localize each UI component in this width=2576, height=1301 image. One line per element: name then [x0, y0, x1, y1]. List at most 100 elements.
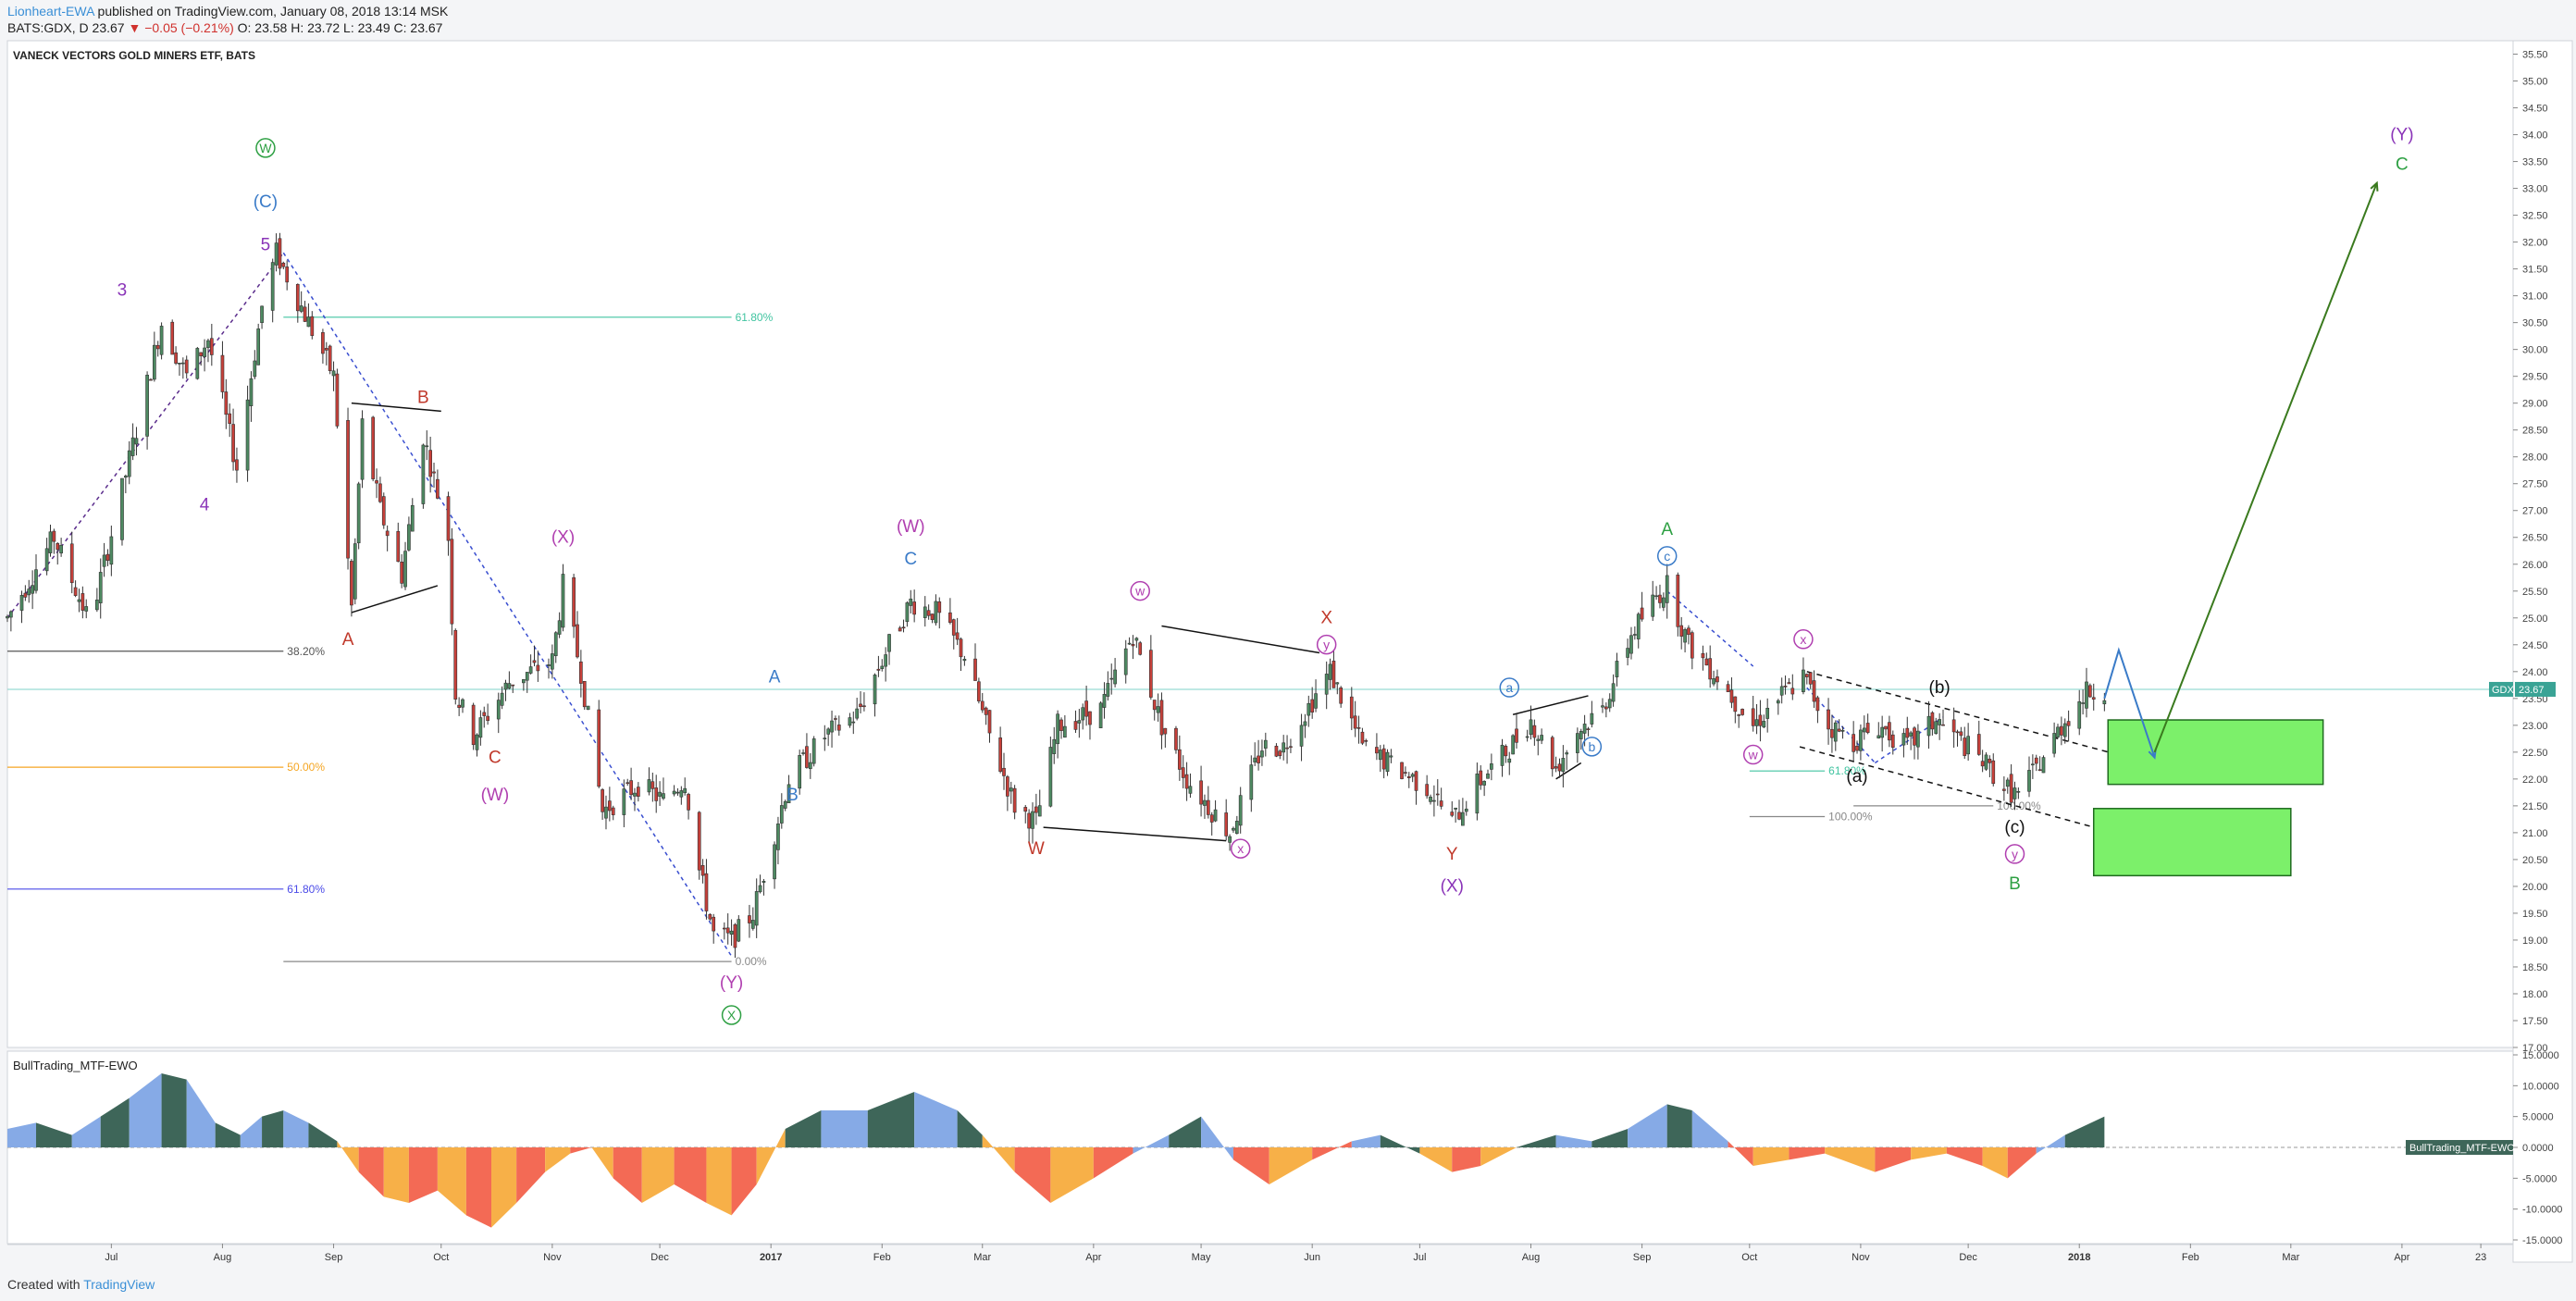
tradingview-link[interactable]: TradingView	[83, 1277, 155, 1292]
candle-body	[2005, 779, 2010, 787]
osc-bar	[2007, 1147, 2037, 1179]
candle-body	[611, 807, 615, 815]
candle-body	[855, 708, 860, 719]
candle-body	[553, 632, 558, 657]
candle-body	[522, 679, 526, 684]
candle-body	[1855, 745, 1859, 751]
candle-body	[662, 793, 665, 799]
candle-body	[1439, 800, 1443, 807]
wave-label: (Y)	[720, 973, 743, 993]
candle-body	[1360, 731, 1365, 744]
candle-body	[328, 345, 332, 371]
candle-body	[1930, 712, 1935, 730]
osc-bar	[2064, 1116, 2105, 1147]
candle-body	[507, 683, 512, 689]
candle-body	[1511, 735, 1515, 755]
candle-body	[482, 712, 487, 716]
candle-body	[1582, 724, 1587, 734]
fib-label: 61.80%	[736, 311, 774, 324]
candle-body	[1285, 747, 1289, 750]
candle-body	[1059, 719, 1063, 731]
fib-label: 50.00%	[287, 761, 325, 774]
wave-label: B	[786, 786, 799, 805]
candle-body	[1148, 650, 1153, 698]
osc-tick-label: -10.0000	[2522, 1205, 2562, 1216]
candle-body	[396, 530, 401, 563]
osc-tick-label: 5.0000	[2522, 1112, 2554, 1123]
candle-body	[285, 266, 290, 283]
wave-label: W	[1028, 839, 1045, 859]
candle-body	[1450, 812, 1455, 816]
candle-body	[1034, 806, 1038, 813]
price-tick-label: 31.50	[2522, 265, 2548, 276]
price-tick-label: 21.00	[2522, 828, 2548, 839]
candle-body	[729, 930, 734, 935]
candle-body	[1827, 709, 1830, 730]
candle-body	[1482, 781, 1486, 786]
candle-body	[1335, 682, 1340, 685]
candle-body	[1138, 642, 1143, 655]
chart-title: VANECK VECTORS GOLD MINERS ETF, BATS	[13, 49, 255, 62]
candle-body	[1815, 697, 1820, 712]
candle-body	[1109, 677, 1114, 680]
candle-body	[779, 805, 784, 824]
osc-tag: BullTrading_MTF-EWO	[2409, 1143, 2515, 1154]
price-tick-label: 22.50	[2522, 748, 2548, 759]
candle-body	[1228, 836, 1232, 843]
wave-label: C	[904, 550, 917, 569]
candle-body	[2088, 685, 2092, 698]
wave-circle	[1581, 737, 1603, 757]
author-link[interactable]: Lionheart-EWA	[7, 4, 94, 19]
osc-tick-label: 10.0000	[2522, 1081, 2559, 1092]
chart-axes: 35.50 35.00 34.50 34.00 33.50 33.00 32.50 32.00…	[105, 50, 2562, 1263]
candle-body	[1009, 787, 1013, 792]
time-tick-label: Dec	[1959, 1252, 1977, 1263]
osc-bar	[591, 1147, 613, 1179]
candle-body	[1486, 773, 1490, 779]
candle-body	[231, 424, 235, 463]
candle-body	[1002, 767, 1006, 776]
candle-body	[633, 792, 637, 797]
candle-body	[1077, 720, 1082, 724]
last-price-tag-bg	[2515, 681, 2556, 697]
candle-body	[1213, 809, 1218, 822]
candle-body	[629, 780, 633, 796]
wave-circle	[1130, 580, 1150, 601]
osc-bar	[383, 1147, 409, 1203]
candle-body	[826, 728, 831, 735]
candle-body	[1715, 676, 1719, 683]
candle-body	[597, 709, 601, 787]
candle-body	[1404, 772, 1407, 774]
time-tick-label: Apr	[1085, 1252, 1101, 1263]
candle-body	[2062, 723, 2067, 737]
candle-body	[457, 704, 461, 708]
candle-body	[224, 391, 229, 415]
candle-body	[1307, 702, 1311, 716]
candle-body	[152, 344, 156, 380]
candle-body	[2009, 774, 2013, 803]
candlesticks	[6, 232, 2107, 959]
wave-label: W	[259, 141, 272, 155]
candle-body	[862, 705, 866, 708]
candle-body	[880, 665, 885, 669]
candle-body	[1432, 799, 1436, 802]
candle-body	[1651, 594, 1655, 617]
candle-body	[762, 880, 766, 883]
candle-body	[44, 548, 49, 572]
candle-body	[511, 684, 515, 687]
candle-body	[2034, 757, 2038, 764]
candle-body	[998, 737, 1002, 772]
price-tick-label: 20.00	[2522, 882, 2548, 893]
candle-body	[1984, 754, 1988, 770]
candle-body	[1565, 752, 1569, 755]
candle-body	[608, 800, 612, 812]
candle-body	[1765, 707, 1770, 719]
candle-body	[1783, 686, 1788, 688]
candle-body	[700, 865, 705, 876]
candle-body	[2016, 790, 2021, 793]
wave-circle	[255, 138, 276, 158]
price-tick-label: 17.50	[2522, 1016, 2548, 1027]
price-tick-label: 29.50	[2522, 372, 2548, 383]
candle-body	[360, 418, 365, 480]
